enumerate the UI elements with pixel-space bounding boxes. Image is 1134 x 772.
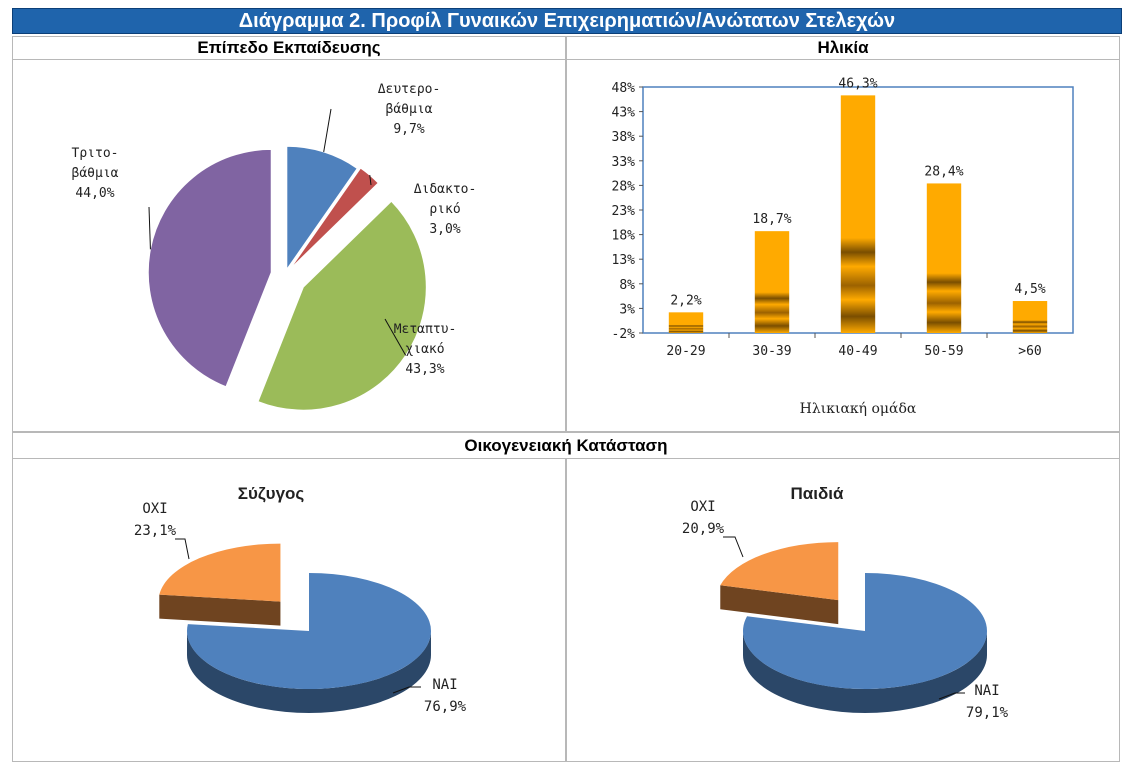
leader-line-yes [392, 686, 421, 694]
bar-30-39 [754, 231, 790, 333]
age-panel: Ηλικία 48% 43% 38% 33% 28% 23% 18% 13% 8% 3% -2% 2,… [566, 36, 1120, 432]
family-header: Οικογενειακή Κατάσταση [12, 432, 1120, 458]
slice-label-1: Διδακτο- [414, 182, 477, 197]
y-tick-label: 28% [612, 179, 636, 194]
y-tick-label: 38% [612, 130, 636, 145]
x-tick-label: 50-59 [924, 344, 963, 359]
age-bar-chart: 48% 43% 38% 33% 28% 23% 18% 13% 8% 3% -2% 2,2% 20-29… [612, 76, 1074, 417]
pie-slice-yes [743, 573, 987, 689]
y-tick-label: 18% [612, 229, 636, 244]
pie-title: Παιδιά [791, 484, 844, 503]
pie-slice-no [720, 542, 839, 601]
slice-wall [720, 585, 839, 625]
children-panel: Παιδιά ΟΧΙ 20,9% ΝΑΙ 79,1% [566, 458, 1120, 762]
y-tick-label: 13% [612, 253, 636, 268]
label-no: ΟΧΙ [690, 499, 715, 515]
bar-value-label: 46,3% [838, 76, 877, 91]
bar-value-label: 18,7% [752, 212, 791, 227]
leader-line-1 [369, 175, 372, 186]
leader-line-2 [384, 318, 407, 356]
y-tick-label: 48% [612, 81, 636, 96]
value-yes: 76,9% [424, 699, 467, 715]
bar-40-49 [840, 95, 876, 333]
pie-slice-2 [257, 200, 427, 411]
label-yes: ΝΑΙ [974, 683, 999, 699]
education-panel: Επίπεδο Εκπαίδευσης Δευτερο-βάθμια 9,7% Δι… [12, 36, 566, 432]
bar-50-59 [926, 183, 962, 333]
bar-value-label: 28,4% [924, 164, 963, 179]
slice-label-0: Δευτερο- [378, 82, 441, 97]
spouse-pie-chart: Σύζυγος ΟΧΙ 23,1% ΝΑΙ 76,9% [134, 484, 467, 715]
bar-value-label: 4,5% [1014, 282, 1045, 297]
value-yes: 79,1% [966, 705, 1009, 721]
slice-label-3: βάθμια [72, 166, 119, 181]
x-tick-label: 40-49 [838, 344, 877, 359]
y-tick-label: -2% [612, 327, 636, 342]
leader-line-no [723, 536, 744, 558]
y-tick-label: 33% [612, 155, 636, 170]
x-tick-label: 20-29 [666, 344, 705, 359]
leader-line-0 [323, 108, 332, 153]
family-title: Οικογενειακή Κατάσταση [464, 436, 668, 455]
y-tick-label: 8% [619, 278, 635, 293]
slice-label-1: ρικό [429, 202, 460, 217]
x-tick-label: >60 [1018, 344, 1041, 359]
slice-value-3: 44,0% [75, 186, 114, 201]
slice-label-3: Τριτο- [72, 146, 119, 161]
education-title: Επίπεδο Εκπαίδευσης [13, 37, 565, 60]
pie-slice-0 [286, 145, 358, 271]
pie-title: Σύζυγος [238, 484, 305, 503]
age-title: Ηλικία [567, 37, 1119, 60]
leader-line-no [175, 538, 190, 560]
value-no: 23,1% [134, 523, 177, 539]
y-tick-label: 43% [612, 106, 636, 121]
value-no: 20,9% [682, 521, 725, 537]
slice-wall [159, 594, 281, 626]
pie-slice-1 [289, 167, 379, 270]
leader-line-yes [938, 692, 965, 700]
education-pie-chart: Δευτερο-βάθμια 9,7% Διδακτο-ρικό 3,0% Μεταπτ… [72, 82, 477, 411]
bar-20-29 [668, 312, 704, 333]
children-pie-chart: Παιδιά ΟΧΙ 20,9% ΝΑΙ 79,1% [682, 484, 1009, 721]
pie-slice-no [159, 543, 281, 602]
x-axis-label: Ηλικιακή ομάδα [800, 401, 917, 417]
slice-value-1: 3,0% [429, 222, 460, 237]
slice-label-2: χιακό [405, 342, 444, 357]
slice-side [743, 631, 987, 713]
label-yes: ΝΑΙ [432, 677, 457, 693]
slice-value-0: 9,7% [393, 122, 424, 137]
bar-value-label: 2,2% [670, 293, 701, 308]
slice-label-2: Μεταπτυ- [394, 322, 457, 337]
figure-title: Διάγραμμα 2. Προφίλ Γυναικών Επιχειρηματ… [12, 8, 1122, 34]
pie-slice-3 [147, 148, 272, 388]
slice-value-2: 43,3% [405, 362, 444, 377]
spouse-panel: Σύζυγος ΟΧΙ 23,1% ΝΑΙ 76,9% [12, 458, 566, 762]
label-no: ΟΧΙ [142, 501, 167, 517]
bar->60 [1012, 301, 1048, 333]
y-tick-label: 23% [612, 204, 636, 219]
x-tick-label: 30-39 [752, 344, 791, 359]
y-tick-label: 3% [619, 302, 635, 317]
pie-slice-yes [186, 573, 432, 689]
slice-label-0: βάθμια [386, 102, 433, 117]
slice-side [187, 631, 431, 713]
leader-line-3 [148, 206, 151, 250]
